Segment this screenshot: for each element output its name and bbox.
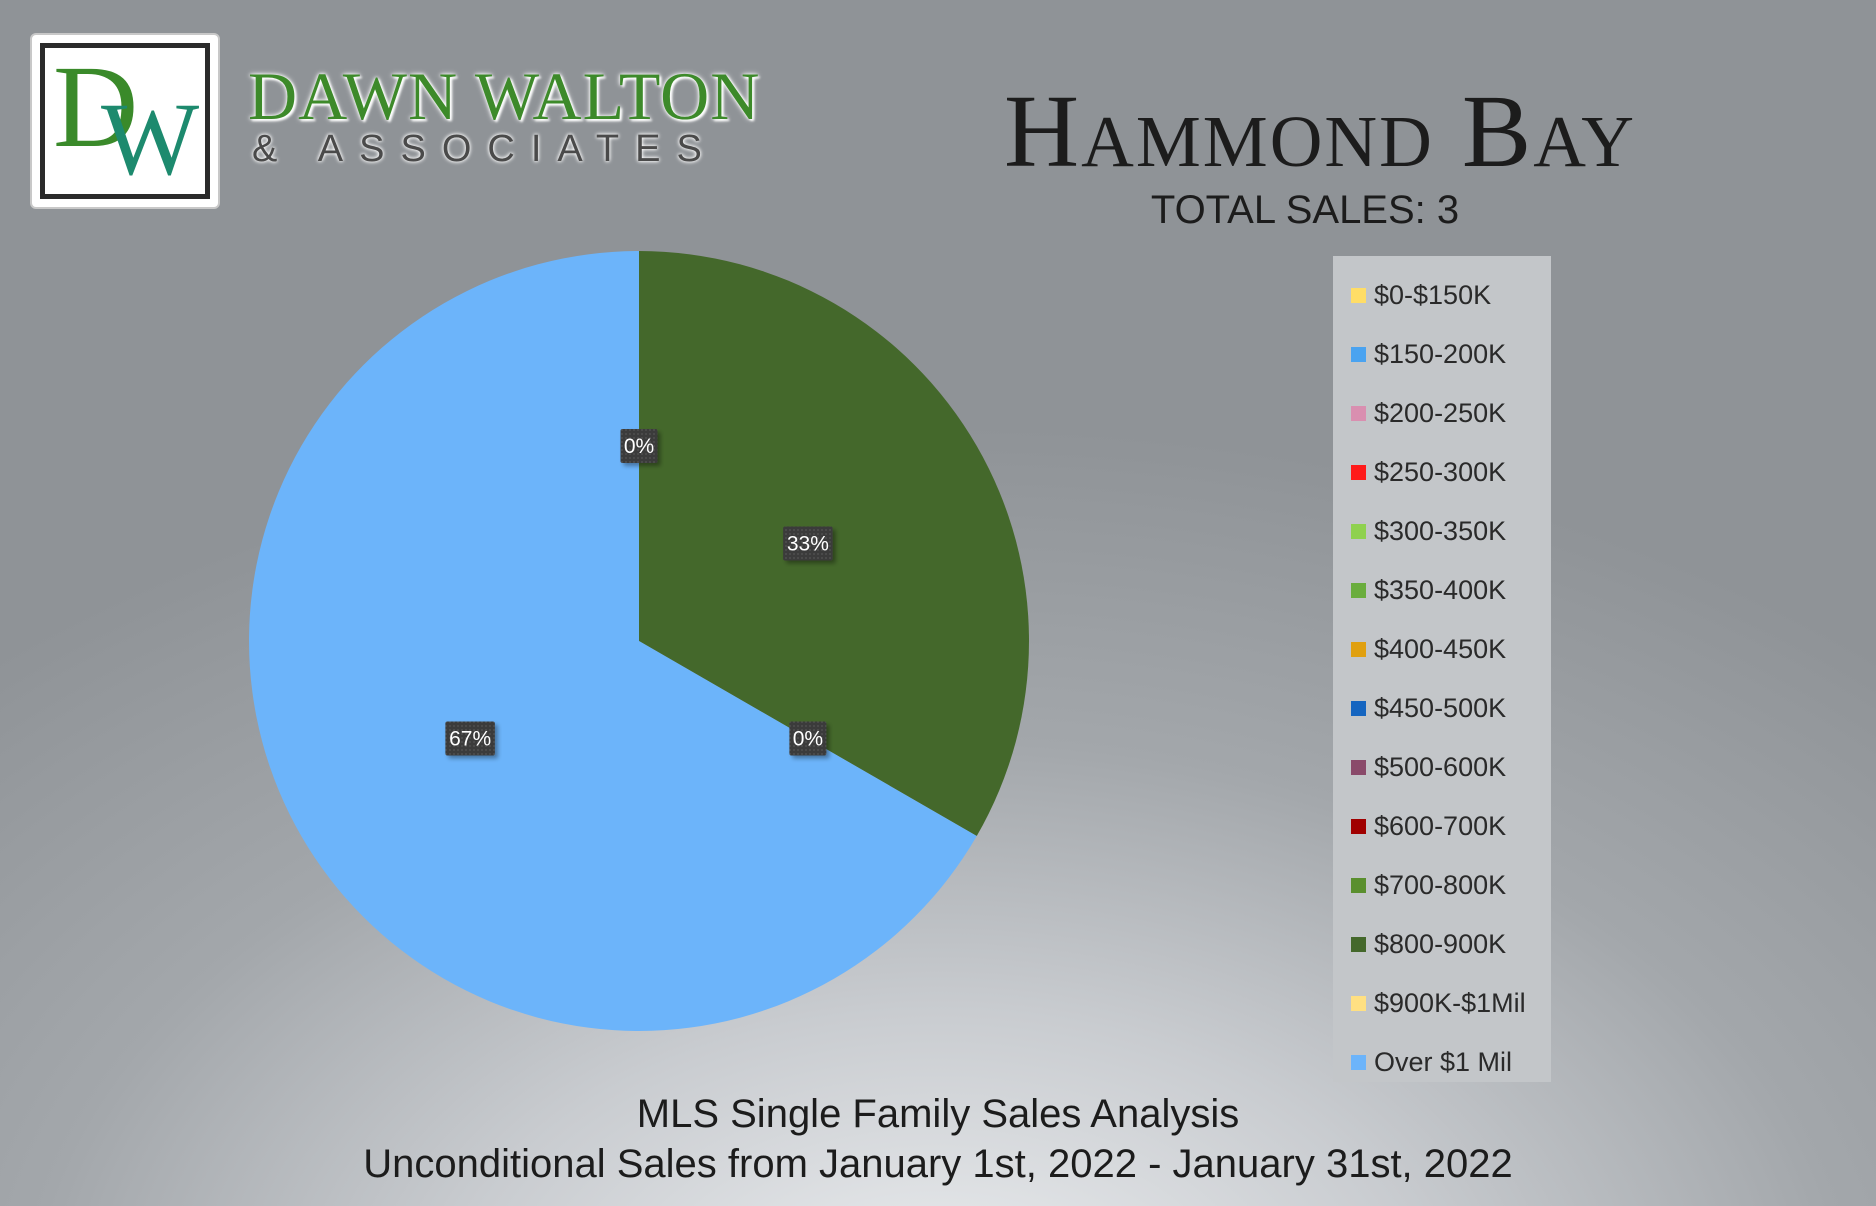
legend-swatch <box>1351 288 1366 303</box>
legend-item-500-600k: $500-600K <box>1333 738 1551 797</box>
pie-labels: 0% 33% 0% 67% <box>445 429 833 756</box>
legend-label: $500-600K <box>1374 752 1507 782</box>
legend-label: $300-350K <box>1374 516 1507 546</box>
total-sales: TOTAL SALES: 3 <box>1150 188 1460 232</box>
legend-item-400-450k: $400-450K <box>1333 620 1551 679</box>
legend-item-0-150k: $0-$150K <box>1333 266 1551 325</box>
brand-name: DAWN WALTON <box>248 58 761 134</box>
legend-label: $900K-$1Mil <box>1374 988 1526 1018</box>
logo-letter-w: W <box>101 82 200 197</box>
legend-item-250-300k: $250-300K <box>1333 443 1551 502</box>
data-label-800-900k: 33% <box>783 526 833 561</box>
legend-item-300-350k: $300-350K <box>1333 502 1551 561</box>
chart-legend: $0-$150K $150-200K $200-250K $250-300K $300-… <box>1333 256 1551 1082</box>
legend-swatch <box>1351 642 1366 657</box>
data-label-over-1-mil: 67% <box>445 721 495 756</box>
legend-item-200-250k: $200-250K <box>1333 384 1551 443</box>
legend-item-700-800k: $700-800K <box>1333 856 1551 915</box>
legend-swatch <box>1351 583 1366 598</box>
legend-label: $800-900K <box>1374 929 1507 959</box>
pie-slice-800-900k <box>639 251 1029 836</box>
legend-item-over-1-mil: Over $1 Mil <box>1333 1033 1551 1092</box>
page-title: Hammond Bay <box>1004 74 1636 189</box>
data-label-text: 67% <box>449 728 491 751</box>
logo-letter-d: D <box>53 41 139 172</box>
legend-item-150-200k: $150-200K <box>1333 325 1551 384</box>
data-label-900k-1mil: 0% <box>789 721 827 756</box>
footer-title: MLS Single Family Sales Analysis <box>636 1092 1240 1136</box>
legend-label: Over $1 Mil <box>1374 1047 1513 1077</box>
legend-swatch <box>1351 937 1366 952</box>
logo-mark: D W <box>40 43 210 199</box>
pie-slice-over-1-mil <box>249 251 977 1031</box>
legend-item-350-400k: $350-400K <box>1333 561 1551 620</box>
legend-label: $400-450K <box>1374 634 1507 664</box>
legend-swatch <box>1351 1055 1366 1070</box>
data-label-box <box>789 721 827 756</box>
legend-label: $450-500K <box>1374 693 1507 723</box>
data-label-box <box>445 721 495 756</box>
data-label-text: 0% <box>624 435 654 458</box>
legend-label: $250-300K <box>1374 457 1507 487</box>
legend-item-800-900k: $800-900K <box>1333 915 1551 974</box>
legend-swatch <box>1351 465 1366 480</box>
data-label-box <box>783 526 833 561</box>
legend-swatch <box>1351 347 1366 362</box>
legend-swatch <box>1351 996 1366 1011</box>
data-label-text: 33% <box>787 533 829 556</box>
legend-label: $350-400K <box>1374 575 1507 605</box>
legend-item-600-700k: $600-700K <box>1333 797 1551 856</box>
legend-swatch <box>1351 819 1366 834</box>
legend-label: $0-$150K <box>1374 280 1492 310</box>
footer-date-range: Unconditional Sales from January 1st, 20… <box>363 1142 1513 1186</box>
legend-swatch <box>1351 524 1366 539</box>
legend-label: $700-800K <box>1374 870 1507 900</box>
pie-slices <box>249 251 1029 1031</box>
logo-box: D W <box>30 33 220 209</box>
legend-swatch <box>1351 701 1366 716</box>
brand-subtitle: & ASSOCIATES <box>252 128 718 170</box>
legend-item-450-500k: $450-500K <box>1333 679 1551 738</box>
legend-label: $600-700K <box>1374 811 1507 841</box>
legend-label: $200-250K <box>1374 398 1507 428</box>
legend-item-900k-1mil: $900K-$1Mil <box>1333 974 1551 1033</box>
data-label-box <box>620 429 658 463</box>
data-label-700-800k: 0% <box>620 429 658 463</box>
legend-label: $150-200K <box>1374 339 1507 369</box>
legend-swatch <box>1351 760 1366 775</box>
data-label-text: 0% <box>793 728 823 751</box>
legend-swatch <box>1351 406 1366 421</box>
legend-swatch <box>1351 878 1366 893</box>
